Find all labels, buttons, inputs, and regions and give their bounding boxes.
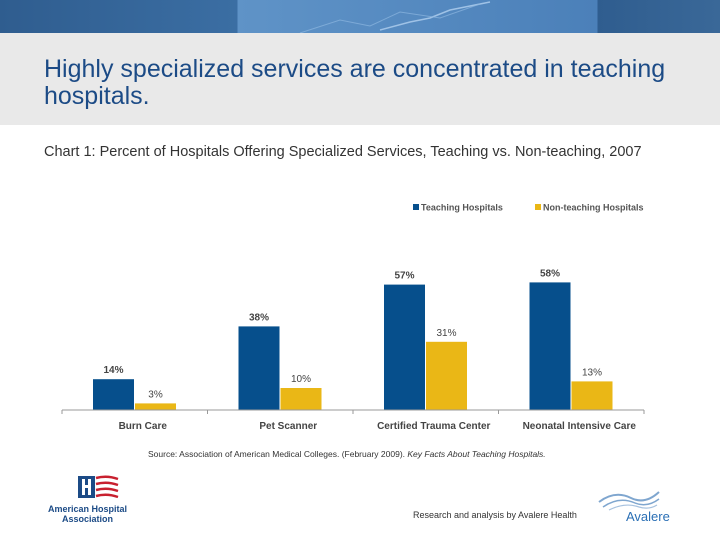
bar-teaching	[529, 282, 571, 410]
data-label: 58%	[540, 268, 560, 279]
category-label: Certified Trauma Center	[377, 421, 490, 432]
page-title: Highly specialized services are concentr…	[44, 55, 666, 110]
avalere-logo-mark	[598, 491, 660, 511]
data-label: 38%	[249, 312, 269, 323]
data-label: 10%	[291, 374, 311, 385]
header-decoration-band	[0, 0, 720, 33]
category-label: Pet Scanner	[259, 421, 317, 432]
data-label: 14%	[103, 365, 123, 376]
category-label: Burn Care	[119, 421, 168, 432]
title-band	[0, 33, 720, 125]
bar-nonteaching	[135, 403, 176, 410]
bar-teaching	[238, 326, 280, 410]
legend-label: Non-teaching Hospitals	[543, 203, 644, 213]
chart-subtitle: Chart 1: Percent of Hospitals Offering S…	[44, 144, 642, 160]
bar-nonteaching	[571, 381, 613, 410]
bar-nonteaching	[426, 341, 467, 410]
data-label: 57%	[394, 271, 414, 282]
data-label: 31%	[436, 328, 456, 339]
category-label: Neonatal Intensive Care	[523, 421, 637, 432]
aha-logo	[78, 475, 119, 499]
legend-label: Teaching Hospitals	[421, 203, 503, 213]
bar-nonteaching	[280, 388, 322, 410]
legend-swatch	[413, 204, 419, 210]
data-label: 13%	[582, 367, 602, 378]
credit-text: Research and analysis by Avalere Health	[413, 510, 577, 520]
bar-teaching	[93, 379, 134, 410]
source-note: Source: Association of American Medical …	[148, 450, 618, 459]
bar-teaching	[384, 284, 425, 410]
source-title: Key Facts About Teaching Hospitals.	[407, 449, 546, 459]
source-prefix: Source: Association of American Medical …	[148, 449, 406, 459]
legend-swatch	[535, 204, 541, 210]
avalere-logo-text: Avalere	[626, 509, 670, 524]
data-label: 3%	[148, 389, 163, 400]
aha-logo-text: American Hospital Association	[47, 504, 128, 524]
